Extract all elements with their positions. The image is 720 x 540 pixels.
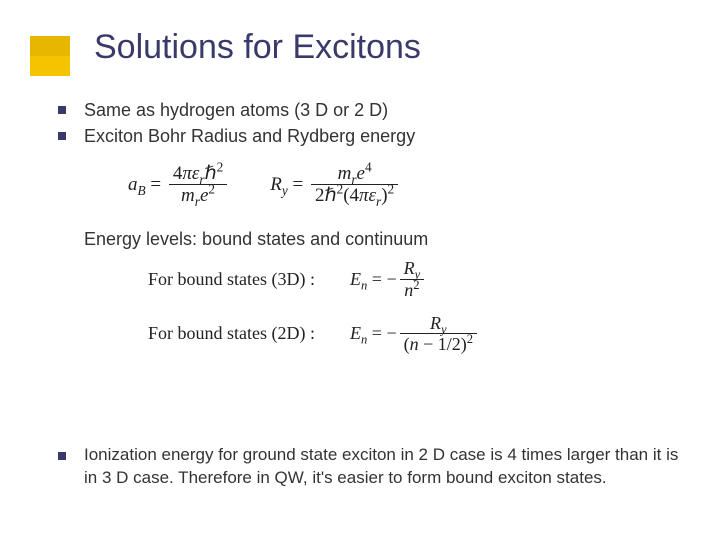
body: Same as hydrogen atoms (3 D or 2 D) Exci… — [58, 98, 680, 367]
bullet-item: Exciton Bohr Radius and Rydberg energy — [58, 124, 680, 148]
slide: Solutions for Excitons Same as hydrogen … — [0, 0, 720, 540]
slide-title: Solutions for Excitons — [94, 28, 421, 67]
bullet-text: Ionization energy for ground state excit… — [84, 444, 680, 490]
bullet-text: Exciton Bohr Radius and Rydberg energy — [84, 124, 415, 148]
formula-label: For bound states (2D) : — [148, 323, 338, 344]
formula-bound-3d: For bound states (3D) : En = − Ry n2 — [148, 258, 680, 300]
bullet-item: Ionization energy for ground state excit… — [58, 444, 680, 490]
formula-bound-2d: For bound states (2D) : En = − Ry (n − 1… — [148, 313, 680, 355]
accent-box — [30, 36, 70, 76]
bottom-bullet-block: Ionization energy for ground state excit… — [58, 444, 680, 492]
square-bullet-icon — [58, 452, 66, 460]
bullet-item: Same as hydrogen atoms (3 D or 2 D) — [58, 98, 680, 122]
square-bullet-icon — [58, 132, 66, 140]
formula-row: aB = 4πεrℏ2 mre2 Ry = mre4 2ℏ2(4πεr)2 — [128, 163, 680, 208]
formula-label: For bound states (3D) : — [148, 269, 338, 290]
formula-aB: aB = 4πεrℏ2 mre2 — [128, 163, 230, 208]
subheading: Energy levels: bound states and continuu… — [84, 229, 680, 250]
bullet-text: Same as hydrogen atoms (3 D or 2 D) — [84, 98, 388, 122]
square-bullet-icon — [58, 106, 66, 114]
bound-states-block: For bound states (3D) : En = − Ry n2 For… — [148, 258, 680, 355]
formula-Ry: Ry = mre4 2ℏ2(4πεr)2 — [270, 163, 401, 208]
